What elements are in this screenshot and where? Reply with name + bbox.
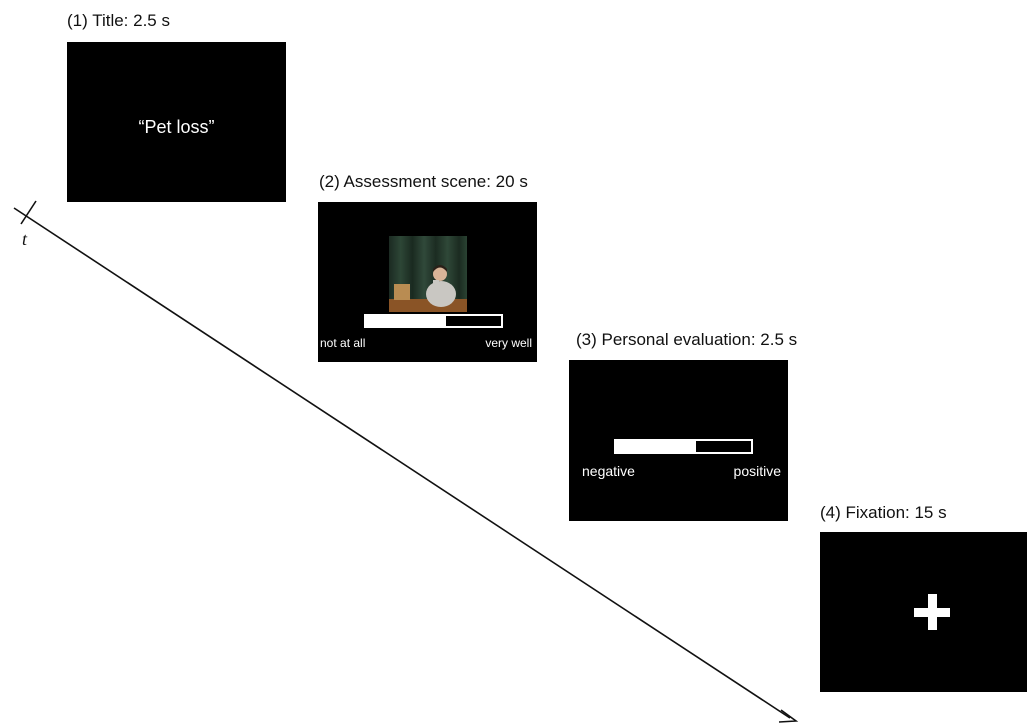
scene-person-head — [433, 267, 447, 281]
timeline-start-tick — [20, 200, 37, 225]
timeline-line — [13, 207, 791, 719]
stage-2-caption: (2) Assessment scene: 20 s — [319, 172, 528, 191]
title-text: “Pet loss” — [138, 117, 215, 137]
evaluation-scale-left-label: negative — [582, 463, 635, 479]
scene-person-hair — [433, 265, 447, 272]
stage-1-title-screen: “Pet loss” — [67, 42, 286, 202]
assessment-scale-right-label: very well — [485, 336, 532, 350]
assessment-rating-bar — [364, 314, 503, 328]
scene-person-body — [426, 281, 456, 307]
stage-1-caption: (1) Title: 2.5 s — [67, 11, 170, 30]
stage-2-assessment-screen: not at all very well — [318, 202, 537, 362]
assessment-scale-left-label: not at all — [320, 336, 366, 350]
stage-3-evaluation-screen: negative positive — [569, 360, 788, 521]
scene-person-arm — [433, 280, 439, 294]
video-scene-image — [389, 236, 467, 312]
scene-box — [394, 284, 410, 300]
evaluation-rating-fill — [616, 441, 696, 452]
evaluation-rating-bar — [614, 439, 753, 454]
evaluation-scale-right-label: positive — [733, 463, 781, 479]
stage-3-caption: (3) Personal evaluation: 2.5 s — [576, 330, 798, 349]
stage-4-caption: (4) Fixation: 15 s — [820, 503, 947, 522]
timeline-arrowhead — [778, 709, 799, 723]
timeline-label: t — [22, 229, 28, 249]
stage-4-fixation-screen — [820, 532, 1027, 692]
scene-table — [389, 299, 467, 312]
assessment-rating-fill — [366, 316, 446, 326]
